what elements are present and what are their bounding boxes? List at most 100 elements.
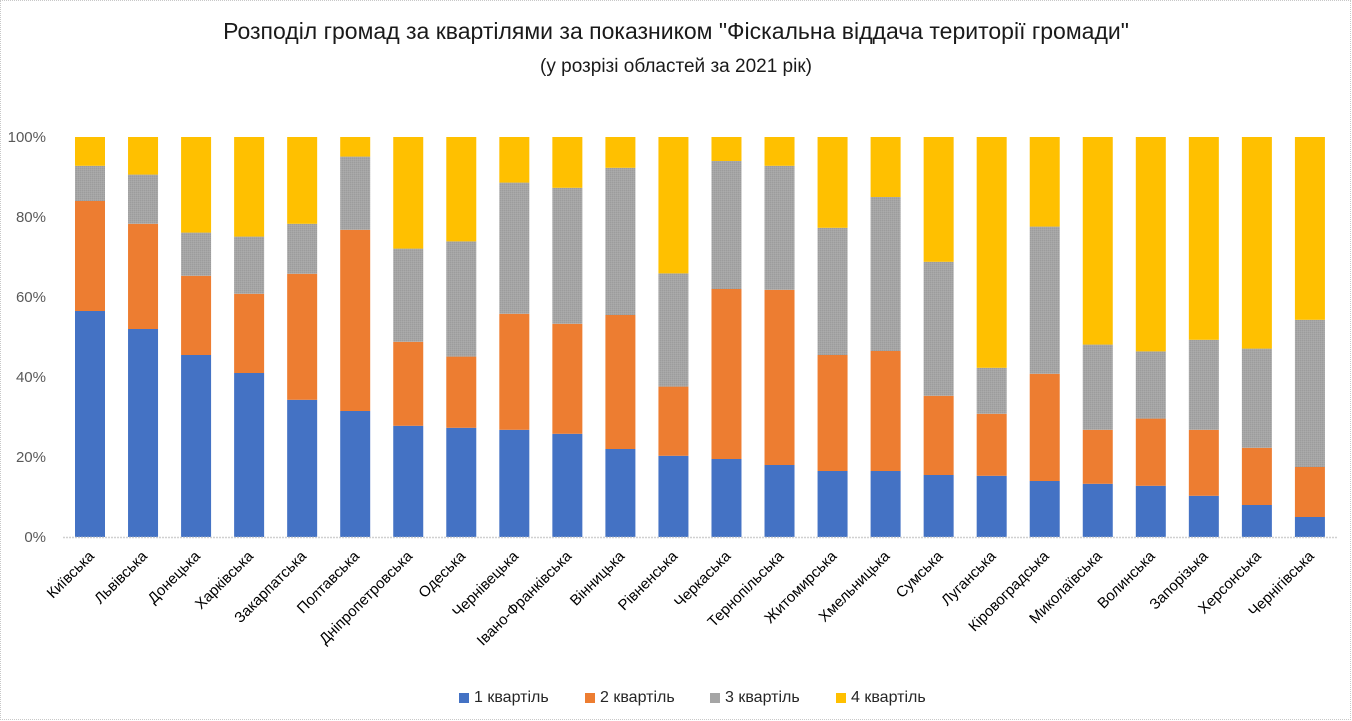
bar-segment-q3 bbox=[1135, 351, 1166, 419]
bar-segment-q1 bbox=[605, 449, 636, 537]
bar-segment-q3 bbox=[605, 167, 636, 315]
bar-segment-q1 bbox=[1241, 505, 1272, 537]
bar-segment-q3 bbox=[764, 165, 795, 290]
y-tick-label: 80% bbox=[16, 209, 46, 226]
bar-segment-q1 bbox=[711, 459, 742, 537]
bar-segment-q4 bbox=[711, 137, 742, 161]
bar-segment-q3 bbox=[1188, 339, 1219, 430]
bar-segment-q3 bbox=[711, 161, 742, 289]
bar-segment-q1 bbox=[340, 411, 371, 537]
bar-segment-q3 bbox=[499, 182, 530, 314]
bar-segment-q4 bbox=[1135, 137, 1166, 352]
bar-segment-q3 bbox=[340, 156, 371, 230]
bar-segment-q3 bbox=[1082, 344, 1113, 430]
bar-segment-q4 bbox=[605, 137, 636, 168]
chart-title: Розподіл громад за квартілями за показни… bbox=[223, 18, 1129, 44]
bar-segment-q2 bbox=[1294, 467, 1325, 517]
bar-segment-q4 bbox=[1082, 137, 1113, 345]
legend-item: 4 квартіль bbox=[836, 689, 926, 707]
bar-segment-q2 bbox=[1029, 373, 1060, 481]
bar-segment-q4 bbox=[446, 137, 477, 242]
bar-segment-q3 bbox=[234, 236, 265, 294]
legend-swatch bbox=[710, 693, 720, 703]
bars bbox=[75, 137, 1325, 537]
x-axis-labels: КиївськаЛьвівськаДонецькаХарківськаЗакар… bbox=[44, 547, 1319, 649]
bar-segment-q3 bbox=[393, 248, 424, 342]
bar-segment-q1 bbox=[287, 399, 318, 537]
bar-segment-q3 bbox=[1294, 319, 1325, 467]
y-tick-label: 100% bbox=[8, 129, 46, 146]
bar-segment-q3 bbox=[870, 197, 901, 351]
bar-segment-q3 bbox=[1241, 348, 1272, 448]
bar-segment-q2 bbox=[75, 201, 105, 311]
bar-segment-q4 bbox=[234, 137, 265, 237]
bar-segment-q2 bbox=[605, 315, 636, 449]
bar-segment-q1 bbox=[1188, 495, 1219, 537]
bar-segment-q4 bbox=[817, 137, 848, 228]
x-tick-label: Одеська bbox=[415, 547, 469, 601]
bar-segment-q1 bbox=[75, 311, 105, 537]
bar-segment-q2 bbox=[817, 355, 848, 471]
bar-segment-q3 bbox=[287, 223, 318, 274]
bar-segment-q4 bbox=[393, 137, 424, 249]
bar-segment-q3 bbox=[1029, 226, 1060, 374]
y-tick-label: 40% bbox=[16, 369, 46, 386]
bar-segment-q1 bbox=[1029, 481, 1060, 537]
legend-item: 3 квартіль bbox=[710, 689, 800, 707]
bar-segment-q2 bbox=[128, 223, 159, 329]
legend: 1 квартіль 2 квартіль 3 квартіль 4 квартіль bbox=[0, 689, 1352, 711]
legend-item: 1 квартіль bbox=[459, 689, 549, 707]
legend-label: 3 квартіль bbox=[725, 689, 800, 706]
x-tick-label: Львівська bbox=[91, 547, 151, 607]
bar-segment-q2 bbox=[658, 386, 689, 456]
bar-segment-q1 bbox=[552, 433, 583, 537]
bar-segment-q1 bbox=[1135, 485, 1166, 537]
bar-segment-q1 bbox=[393, 425, 424, 537]
bar-segment-q1 bbox=[128, 329, 159, 537]
bar-segment-q4 bbox=[658, 137, 689, 274]
bar-segment-q1 bbox=[181, 355, 212, 537]
bar-segment-q2 bbox=[287, 273, 318, 400]
bar-segment-q3 bbox=[923, 261, 954, 396]
bar-segment-q3 bbox=[817, 227, 848, 355]
bar-segment-q2 bbox=[446, 356, 477, 428]
bar-segment-q3 bbox=[976, 367, 1007, 414]
legend-label: 1 квартіль bbox=[474, 689, 549, 706]
bar-segment-q2 bbox=[499, 313, 530, 430]
bar-segment-q4 bbox=[1294, 137, 1325, 320]
legend-label: 2 квартіль bbox=[600, 689, 675, 706]
bar-segment-q1 bbox=[446, 427, 477, 537]
bar-segment-q2 bbox=[1241, 447, 1272, 505]
bar-segment-q3 bbox=[658, 273, 689, 387]
bar-segment-q2 bbox=[1135, 418, 1166, 486]
y-tick-label: 20% bbox=[16, 449, 46, 466]
bar-segment-q2 bbox=[181, 275, 212, 355]
bar-segment-q3 bbox=[128, 174, 159, 224]
bar-segment-q4 bbox=[1241, 137, 1272, 349]
bar-segment-q1 bbox=[234, 373, 265, 537]
bar-segment-q1 bbox=[499, 429, 530, 537]
legend-swatch bbox=[585, 693, 595, 703]
bar-segment-q1 bbox=[976, 475, 1007, 537]
bar-segment-q3 bbox=[446, 241, 477, 357]
legend-swatch bbox=[836, 693, 846, 703]
legend-label: 4 квартіль bbox=[851, 689, 926, 706]
bar-segment-q2 bbox=[393, 341, 424, 426]
bar-segment-q1 bbox=[817, 471, 848, 537]
y-axis-ticks: 0% 20% 40% 60% 80% 100% bbox=[8, 129, 46, 546]
bar-segment-q4 bbox=[128, 137, 159, 175]
bar-segment-q2 bbox=[552, 323, 583, 434]
y-tick-label: 0% bbox=[24, 529, 46, 546]
bar-segment-q3 bbox=[181, 232, 212, 276]
bar-segment-q2 bbox=[711, 289, 742, 459]
legend-item: 2 квартіль bbox=[585, 689, 675, 707]
bar-segment-q4 bbox=[499, 137, 530, 183]
bar-segment-q4 bbox=[1029, 137, 1060, 227]
bar-segment-q2 bbox=[870, 351, 901, 471]
bar-segment-q2 bbox=[340, 229, 371, 411]
x-tick-label: Івано-Франківська bbox=[474, 547, 576, 649]
chart-subtitle: (у розрізі областей за 2021 рік) bbox=[540, 56, 812, 77]
bar-segment-q4 bbox=[552, 137, 583, 188]
x-tick-label: Київська bbox=[44, 547, 99, 602]
